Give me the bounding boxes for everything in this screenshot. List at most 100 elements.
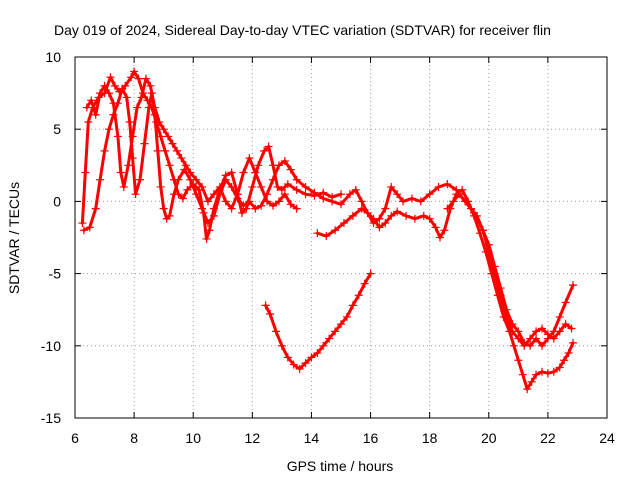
data-point xyxy=(348,301,357,310)
data-point xyxy=(106,73,115,82)
data-point xyxy=(205,226,214,235)
data-point xyxy=(319,194,328,203)
data-point xyxy=(393,207,402,216)
data-point xyxy=(100,146,109,155)
data-point xyxy=(104,125,113,134)
data-point xyxy=(254,161,263,170)
data-point xyxy=(472,211,481,220)
data-point xyxy=(419,211,428,220)
data-point xyxy=(301,359,310,368)
data-point xyxy=(561,298,570,307)
data-point xyxy=(436,233,445,242)
series-line xyxy=(264,272,373,371)
y-tick-label: 0 xyxy=(53,193,61,209)
data-point xyxy=(82,103,91,112)
data-point xyxy=(116,168,125,177)
data-point xyxy=(215,182,224,191)
data-point xyxy=(523,385,532,394)
data-point xyxy=(449,197,458,206)
data-point xyxy=(543,334,552,343)
y-tick-label: -15 xyxy=(41,410,61,426)
data-point xyxy=(269,201,278,210)
data-point xyxy=(159,125,168,134)
x-tick-label: 14 xyxy=(304,430,320,446)
data-point xyxy=(85,223,94,232)
data-point xyxy=(186,168,195,177)
data-point xyxy=(153,146,162,155)
data-point xyxy=(295,364,304,373)
data-point xyxy=(490,262,499,271)
data-point xyxy=(527,377,536,386)
data-point xyxy=(313,349,322,358)
data-point xyxy=(520,338,529,347)
data-point xyxy=(124,161,133,170)
data-point xyxy=(286,165,295,174)
data-point xyxy=(357,197,366,206)
data-point xyxy=(248,182,257,191)
y-tick-label: -10 xyxy=(41,338,61,354)
data-point xyxy=(174,175,183,184)
data-point xyxy=(269,175,278,184)
x-tick-label: 8 xyxy=(130,430,138,446)
data-point xyxy=(345,190,354,199)
data-point xyxy=(322,232,331,241)
data-point xyxy=(487,269,496,278)
data-point xyxy=(181,161,190,170)
data-point xyxy=(407,194,416,203)
data-point xyxy=(387,182,396,191)
data-point xyxy=(337,200,345,209)
data-point xyxy=(204,197,212,206)
data-point xyxy=(537,341,546,350)
data-point xyxy=(227,168,236,177)
data-point xyxy=(113,132,122,141)
data-point xyxy=(325,334,334,343)
data-point xyxy=(478,226,487,235)
data-point xyxy=(277,185,286,194)
data-point xyxy=(493,291,502,300)
data-point xyxy=(100,81,109,90)
data-point xyxy=(328,197,337,206)
data-point xyxy=(161,146,170,155)
data-point xyxy=(387,211,396,220)
data-point xyxy=(239,201,248,210)
data-point xyxy=(301,190,310,199)
data-point xyxy=(555,363,564,372)
plot-frame xyxy=(74,56,608,419)
x-tick-label: 20 xyxy=(481,430,497,446)
data-point xyxy=(118,84,127,93)
data-point xyxy=(360,279,369,288)
data-point xyxy=(289,360,298,369)
data-point xyxy=(375,223,384,232)
data-point xyxy=(357,204,366,213)
data-point xyxy=(514,356,523,365)
data-point xyxy=(301,182,310,191)
data-point xyxy=(532,334,541,343)
data-point xyxy=(339,219,348,228)
data-point xyxy=(91,110,100,119)
data-point xyxy=(337,190,345,199)
data-point xyxy=(159,204,168,213)
data-point xyxy=(237,208,246,217)
data-point xyxy=(416,197,425,206)
data-point xyxy=(221,175,230,184)
data-point xyxy=(183,185,192,194)
data-point xyxy=(509,341,518,350)
data-point xyxy=(274,161,283,170)
data-point xyxy=(502,305,511,314)
data-point xyxy=(198,204,207,213)
data-point xyxy=(133,103,142,112)
data-point xyxy=(393,190,402,199)
data-point xyxy=(130,67,139,76)
data-point xyxy=(136,175,145,184)
data-point xyxy=(508,320,517,329)
data-point xyxy=(310,188,319,197)
data-point xyxy=(369,214,378,223)
x-tick-label: 18 xyxy=(422,430,438,446)
data-point xyxy=(560,356,569,365)
data-point xyxy=(555,312,564,321)
chart-title: Day 019 of 2024, Sidereal Day-to-day VTE… xyxy=(54,22,551,38)
data-point xyxy=(104,89,113,98)
data-point xyxy=(337,320,345,329)
data-point xyxy=(351,185,360,194)
data-point xyxy=(402,211,411,220)
